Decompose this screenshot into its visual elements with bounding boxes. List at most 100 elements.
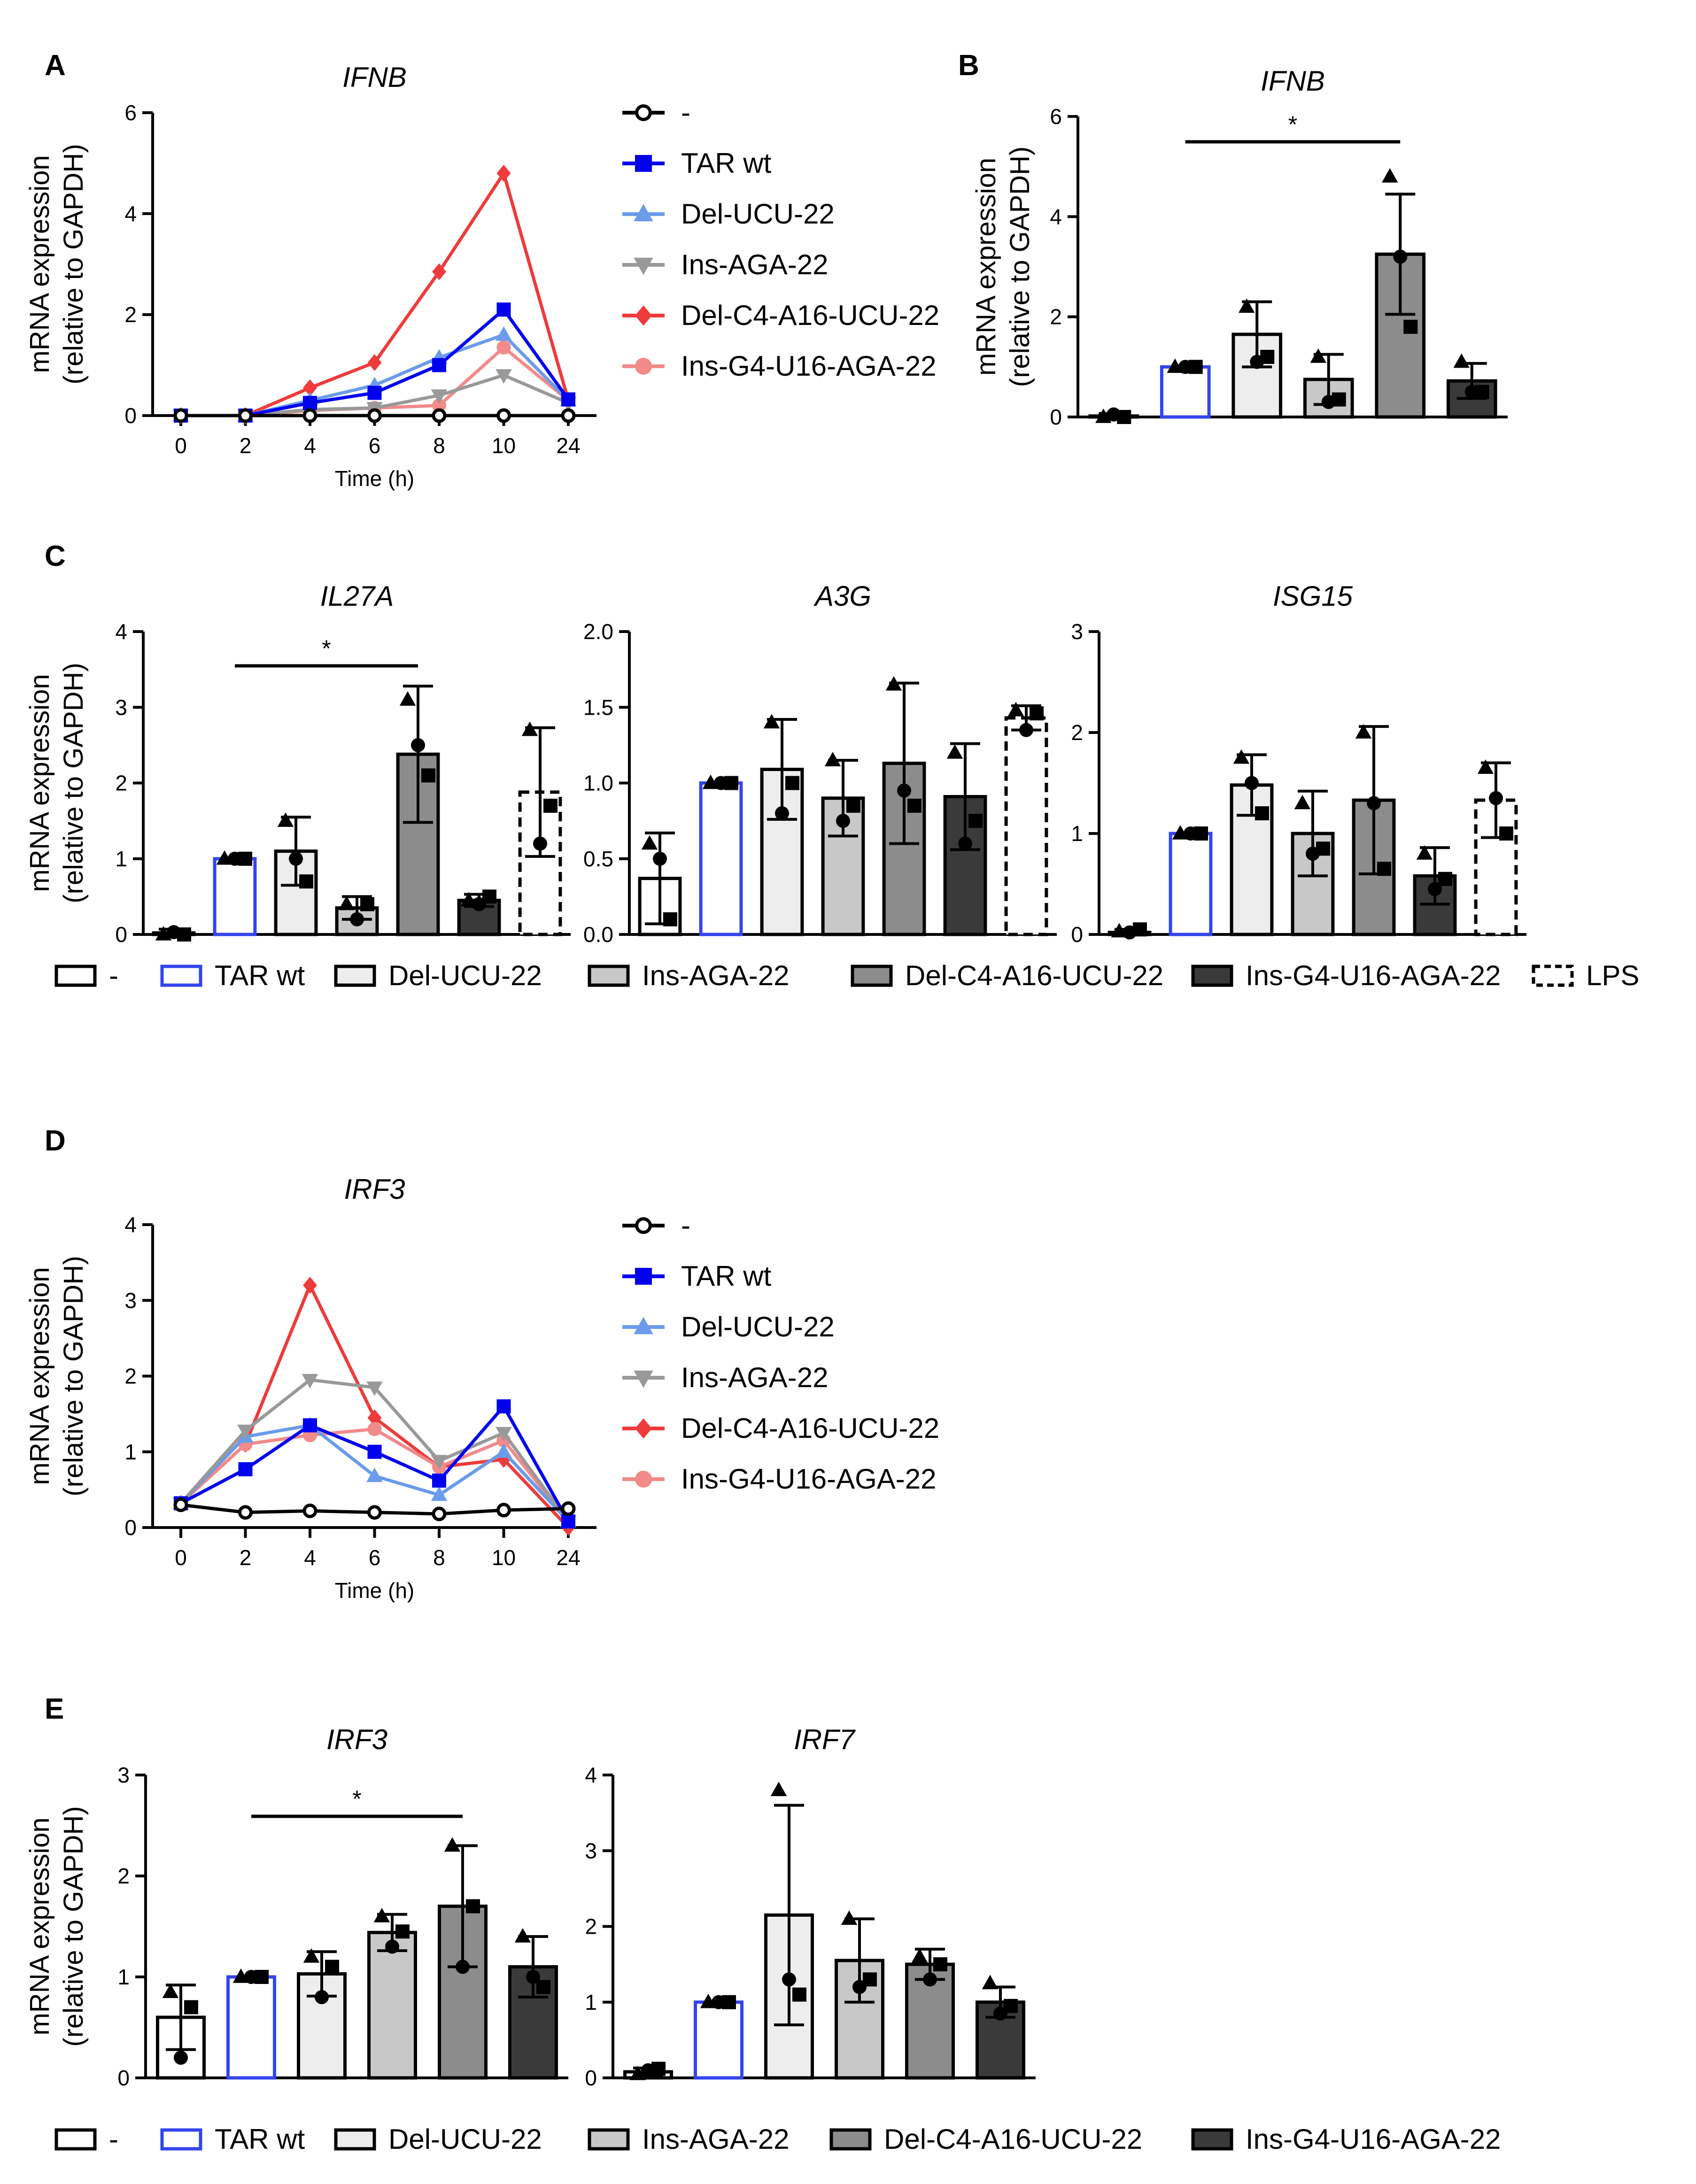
- data-point: [302, 408, 318, 423]
- x-tick-label: 4: [304, 433, 316, 458]
- data-point: [496, 1443, 512, 1458]
- replicate-point: [1355, 724, 1372, 739]
- bar: [226, 1975, 276, 2080]
- data-point: [432, 398, 446, 413]
- replicate-point: [466, 1899, 480, 1914]
- replicate-point: [533, 836, 547, 851]
- data-point: [303, 396, 317, 410]
- y-tick-label: 0.5: [583, 847, 613, 871]
- data-point: [496, 1503, 511, 1518]
- replicate-point: [1499, 826, 1513, 841]
- legend-label: TAR wt: [215, 960, 305, 991]
- y-axis-label-line2: (relative to GAPDH): [58, 663, 89, 903]
- y-tick-label: 3: [124, 1288, 137, 1312]
- replicate-point: [536, 1980, 550, 1994]
- replicate-point: [958, 836, 972, 851]
- legend-marker: [634, 204, 653, 222]
- replicate-point: [1377, 862, 1391, 876]
- replicate-point: [521, 721, 538, 736]
- replicate-point: [1294, 795, 1311, 810]
- replicate-point: [885, 676, 902, 691]
- data-point: [496, 1427, 512, 1442]
- replicate-point: [651, 2061, 666, 2076]
- legend-label: Del-C4-A16-UCU-22: [681, 1412, 939, 1444]
- x-tick-label: 4: [304, 1545, 316, 1570]
- y-tick-label: 4: [585, 1763, 597, 1787]
- replicate-point: [1382, 168, 1398, 183]
- replicate-point: [421, 768, 435, 783]
- data-point: [432, 358, 446, 372]
- legend-label: -: [681, 97, 690, 128]
- bar: [699, 781, 743, 936]
- y-axis-label-line1: mRNA expression: [24, 1267, 55, 1485]
- y-tick-label: 4: [124, 201, 137, 226]
- data-point: [431, 1486, 448, 1501]
- y-tick-label: 2: [117, 1864, 130, 1888]
- bar: [1160, 365, 1211, 419]
- legend-label: Ins-AGA-22: [681, 1362, 828, 1393]
- legend-marker: [635, 358, 652, 375]
- panel-label-c: C: [45, 540, 66, 572]
- y-tick-label: 2: [124, 302, 137, 327]
- legend-label: Ins-G4-U16-AGA-22: [681, 1463, 937, 1495]
- legend-marker: [635, 1471, 652, 1488]
- replicate-point: [1255, 806, 1269, 820]
- legend-label: Ins-G4-U16-AGA-22: [681, 350, 937, 382]
- x-tick-label: 6: [369, 433, 381, 458]
- y-tick-label: 1: [117, 1965, 130, 1989]
- data-point: [432, 408, 447, 423]
- significance-mark: *: [1288, 111, 1297, 138]
- data-point: [496, 302, 511, 317]
- legend-label: Ins-G4-U16-AGA-22: [1246, 960, 1501, 991]
- y-tick-label: 1: [1071, 821, 1083, 846]
- replicate-point: [1019, 723, 1033, 737]
- y-axis-label-line1: mRNA expression: [971, 158, 1001, 376]
- data-point: [238, 408, 253, 423]
- replicate-point: [824, 752, 841, 766]
- replicate-point: [155, 926, 172, 941]
- legend-c: - TAR wt Del-UCU-22 Ins-AGA-22 Del-C4-A16-UC…: [54, 960, 1639, 991]
- legend-label: Del-UCU-22: [388, 2123, 542, 2155]
- replicate-point: [792, 1987, 806, 2002]
- replicate-point: [350, 912, 364, 926]
- legend-swatch: [160, 2128, 202, 2151]
- data-point: [366, 1467, 383, 1482]
- data-point: [367, 1444, 382, 1459]
- legend-swatch: [160, 965, 202, 987]
- replicate-point: [1233, 749, 1250, 764]
- replicate-point: [1310, 348, 1326, 363]
- replicate-point: [763, 714, 780, 729]
- replicate-point: [933, 1957, 947, 1972]
- replicate-point: [514, 1928, 531, 1943]
- replicate-point: [325, 1960, 339, 1974]
- chart-title: IFNB: [342, 62, 407, 93]
- replicate-point: [1403, 320, 1418, 334]
- panel-label-b: B: [958, 49, 979, 82]
- y-tick-label: 2: [1050, 305, 1062, 329]
- replicate-point: [982, 1975, 999, 1990]
- y-tick-label: 4: [115, 619, 127, 644]
- replicate-point: [923, 1972, 937, 1987]
- legend-marker: [635, 155, 652, 172]
- legend-e: - TAR wt Del-UCU-22 Ins-AGA-22 Del-C4-A16-UC…: [54, 2123, 1501, 2155]
- legend-a: - TAR wt Del-UCU-22 Ins-AGA-22 Del-C4-A16-UC…: [622, 97, 939, 382]
- replicate-point: [1117, 410, 1131, 424]
- chart-title: IL27A: [320, 580, 394, 612]
- y-tick-label: 3: [1071, 619, 1083, 644]
- legend-marker: [634, 1370, 653, 1388]
- bar: [213, 857, 257, 936]
- data-point: [561, 1514, 575, 1529]
- replicate-point: [1475, 385, 1489, 399]
- data-point: [366, 1381, 383, 1396]
- replicate-point: [836, 814, 850, 828]
- replicate-point: [1194, 826, 1208, 841]
- replicate-point: [299, 874, 313, 889]
- replicate-point: [360, 897, 374, 911]
- legend-label: TAR wt: [681, 147, 772, 179]
- data-point: [173, 1497, 188, 1513]
- replicate-point: [399, 691, 416, 706]
- data-point: [303, 1418, 317, 1433]
- y-tick-label: 1.5: [583, 695, 613, 719]
